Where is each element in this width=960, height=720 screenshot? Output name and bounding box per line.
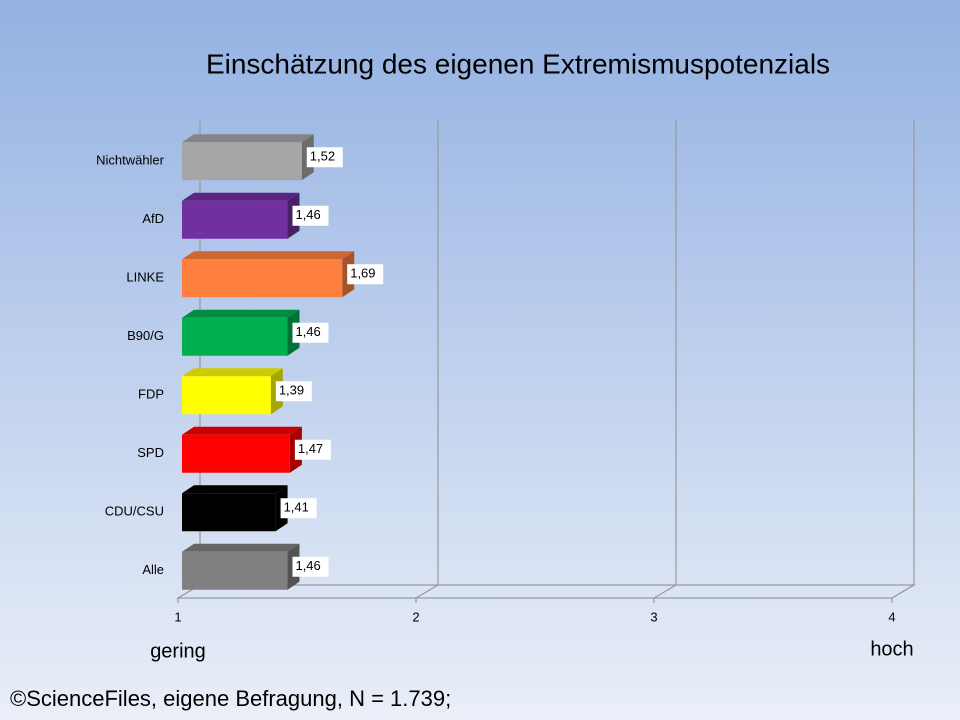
y-tick-label: Alle [142, 562, 164, 577]
value-label-box [292, 322, 329, 343]
bar-front [182, 259, 343, 298]
bar-front [182, 493, 276, 532]
bar-front [182, 142, 302, 181]
footer: ©ScienceFiles, eigene Befragung, N = 1.7… [10, 686, 451, 711]
value-label: 1,47 [298, 441, 323, 456]
y-tick-label: B90/G [127, 328, 164, 343]
x-tick-label: 4 [888, 609, 895, 624]
bar-top [182, 251, 355, 260]
bar [182, 134, 314, 181]
bar-front [182, 200, 288, 239]
chart-title: Einschätzung des eigenen Extremismuspote… [206, 48, 830, 79]
x-high-label: hoch [870, 638, 913, 660]
bar [182, 426, 302, 473]
value-label-box [294, 439, 331, 460]
bar [182, 251, 355, 298]
bar-top [182, 426, 302, 435]
grid-line [653, 120, 677, 599]
bar-top [182, 309, 300, 318]
bar-top [182, 368, 283, 377]
y-tick-label: AfD [142, 211, 164, 226]
value-label: 1,39 [279, 383, 304, 398]
bar-front [182, 434, 290, 473]
value-label: 1,46 [295, 207, 320, 222]
bar [182, 368, 283, 415]
value-label-box [347, 264, 384, 285]
bar-top [182, 134, 314, 143]
bar-front [182, 376, 271, 415]
value-label: 1,52 [310, 149, 335, 164]
x-low-label: gering [150, 640, 206, 662]
value-label: 1,46 [295, 324, 320, 339]
x-tick-label: 3 [650, 609, 657, 624]
value-label-box [292, 205, 329, 226]
value-label-box [306, 147, 343, 168]
grid-line [891, 120, 915, 599]
bar [182, 543, 300, 590]
bar-front [182, 551, 288, 590]
y-tick-label: CDU/CSU [105, 504, 164, 519]
y-tick-label: Nichtwähler [96, 153, 165, 168]
bar-top [182, 543, 300, 552]
bar [182, 192, 300, 239]
x-tick-label: 1 [174, 609, 181, 624]
value-label-box [292, 556, 329, 577]
bar [182, 309, 300, 356]
bar-top [182, 192, 300, 201]
value-label: 1,41 [284, 500, 309, 515]
x-tick-label: 2 [412, 609, 419, 624]
bar-top [182, 485, 288, 494]
bar-front [182, 317, 288, 356]
y-tick-label: LINKE [126, 270, 164, 285]
value-label: 1,69 [350, 266, 375, 281]
value-label-box [275, 381, 312, 402]
value-label-box [280, 498, 317, 519]
y-tick-label: FDP [138, 387, 164, 402]
grid-line [415, 120, 439, 599]
y-tick-label: SPD [137, 445, 164, 460]
bar [182, 485, 288, 532]
value-label: 1,46 [295, 558, 320, 573]
